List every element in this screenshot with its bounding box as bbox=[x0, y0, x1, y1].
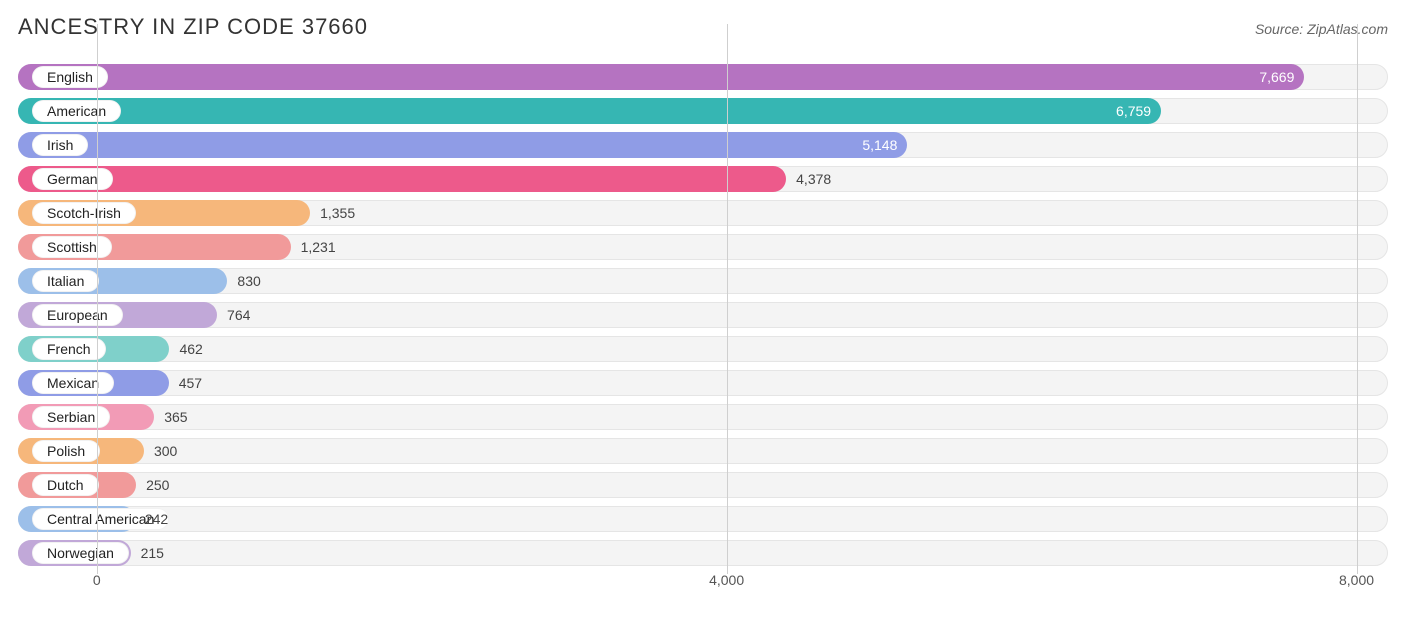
category-pill: Serbian bbox=[32, 406, 110, 428]
category-pill: Scottish bbox=[32, 236, 112, 258]
bar-row: Scottish 1,231 bbox=[18, 232, 1388, 262]
category-pill: European bbox=[32, 304, 123, 326]
bar-row: Norwegian 215 bbox=[18, 538, 1388, 568]
bar-row: American 6,759 bbox=[18, 96, 1388, 126]
bar bbox=[18, 98, 1161, 124]
value-label: 5,148 bbox=[862, 137, 897, 153]
bar-row: Scotch-Irish 1,355 bbox=[18, 198, 1388, 228]
bar bbox=[18, 166, 786, 192]
value-label: 457 bbox=[179, 375, 202, 391]
bar-row: Italian 830 bbox=[18, 266, 1388, 296]
chart-source: Source: ZipAtlas.com bbox=[1255, 21, 1388, 37]
value-label: 365 bbox=[164, 409, 187, 425]
value-label: 462 bbox=[179, 341, 202, 357]
chart-area: English7,669 American 6,759 Irish 5,148 Germa… bbox=[18, 62, 1388, 568]
value-label: 300 bbox=[154, 443, 177, 459]
bar-track bbox=[18, 404, 1388, 430]
value-label: 215 bbox=[141, 545, 164, 561]
bar-track bbox=[18, 370, 1388, 396]
category-pill: American bbox=[32, 100, 121, 122]
category-pill: German bbox=[32, 168, 113, 190]
chart-title: ANCESTRY IN ZIP CODE 37660 bbox=[18, 14, 368, 40]
bar-track bbox=[18, 506, 1388, 532]
x-tick-label: 8,000 bbox=[1339, 572, 1374, 588]
category-pill: Polish bbox=[32, 440, 100, 462]
category-pill: Mexican bbox=[32, 372, 114, 394]
category-pill: Dutch bbox=[32, 474, 99, 496]
value-label: 830 bbox=[237, 273, 260, 289]
bar-track bbox=[18, 302, 1388, 328]
category-pill: French bbox=[32, 338, 106, 360]
bar bbox=[18, 132, 907, 158]
bar-row: English7,669 bbox=[18, 62, 1388, 92]
bar-row: German 4,378 bbox=[18, 164, 1388, 194]
value-label: 7,669 bbox=[1259, 69, 1294, 85]
gridline bbox=[97, 24, 98, 574]
bar-row: French 462 bbox=[18, 334, 1388, 364]
gridline bbox=[727, 24, 728, 574]
bar-row: Serbian 365 bbox=[18, 402, 1388, 432]
value-label: 242 bbox=[145, 511, 168, 527]
bar bbox=[18, 64, 1304, 90]
value-label: 1,231 bbox=[301, 239, 336, 255]
category-pill: Norwegian bbox=[32, 542, 129, 564]
gridline bbox=[1357, 24, 1358, 574]
value-label: 764 bbox=[227, 307, 250, 323]
x-tick-label: 0 bbox=[93, 572, 101, 588]
bar-row: Mexican 457 bbox=[18, 368, 1388, 398]
x-tick-label: 4,000 bbox=[709, 572, 744, 588]
bar-row: Irish 5,148 bbox=[18, 130, 1388, 160]
value-label: 4,378 bbox=[796, 171, 831, 187]
category-pill: Irish bbox=[32, 134, 88, 156]
bar-row: Polish 300 bbox=[18, 436, 1388, 466]
bar-row: Dutch 250 bbox=[18, 470, 1388, 500]
bar-row: Central American242 bbox=[18, 504, 1388, 534]
value-label: 6,759 bbox=[1116, 103, 1151, 119]
bar-track bbox=[18, 438, 1388, 464]
value-label: 1,355 bbox=[320, 205, 355, 221]
x-axis: 0 4,000 8,000 bbox=[18, 572, 1388, 596]
bar-track bbox=[18, 540, 1388, 566]
category-pill: Italian bbox=[32, 270, 99, 292]
value-label: 250 bbox=[146, 477, 169, 493]
bar-track bbox=[18, 472, 1388, 498]
bar-row: European 764 bbox=[18, 300, 1388, 330]
bar-track bbox=[18, 336, 1388, 362]
category-pill: Scotch-Irish bbox=[32, 202, 136, 224]
